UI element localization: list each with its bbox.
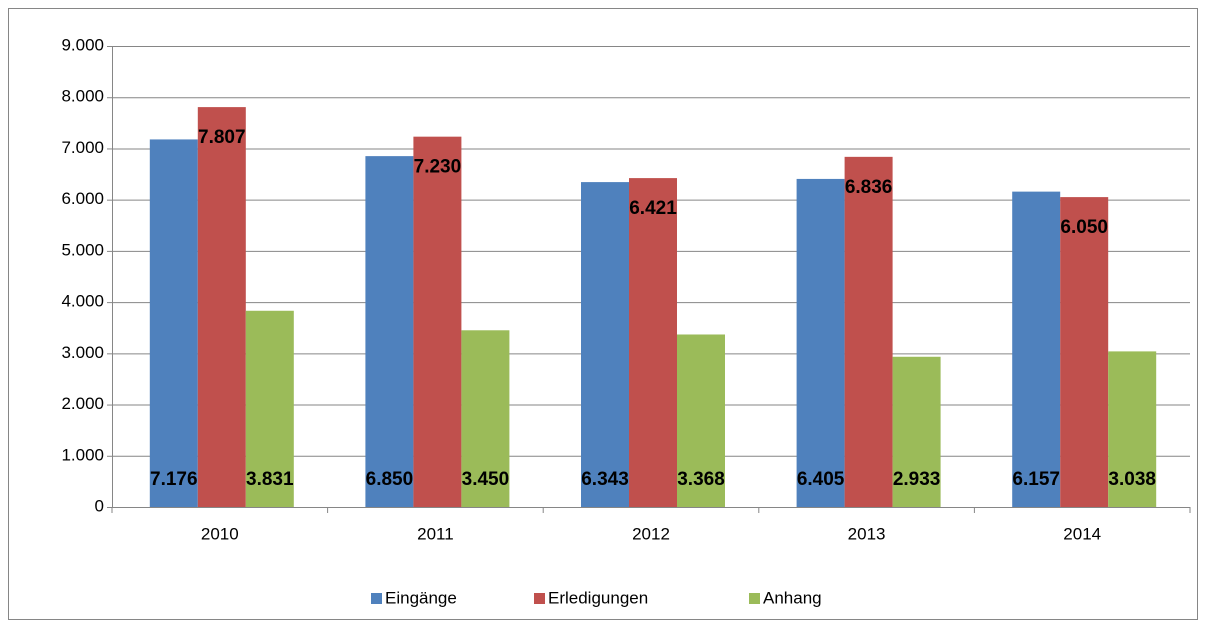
bar	[1108, 351, 1157, 507]
legend-label: Eingänge	[385, 588, 457, 607]
data-label: 7.176	[150, 469, 198, 490]
x-tick-label: 2010	[201, 524, 239, 543]
data-label: 6.405	[797, 469, 845, 490]
bar	[581, 182, 629, 507]
bar	[892, 356, 941, 507]
bar	[413, 136, 462, 507]
bar	[245, 310, 294, 507]
legend-swatch	[371, 593, 382, 604]
y-tick-label: 2.000	[61, 394, 104, 413]
x-tick-label: 2012	[632, 524, 670, 543]
bar	[629, 178, 677, 507]
x-tick-label: 2014	[1063, 524, 1101, 543]
data-label: 6.157	[1012, 469, 1060, 490]
bar	[844, 156, 893, 507]
bar	[197, 107, 246, 508]
data-label: 3.368	[677, 469, 725, 490]
data-label: 3.038	[1108, 469, 1156, 490]
y-tick-label: 7.000	[61, 138, 104, 157]
x-tick-label: 2011	[417, 524, 454, 543]
bar	[1012, 191, 1061, 508]
bar	[461, 330, 510, 507]
bar	[1060, 197, 1109, 507]
legend-swatch	[749, 593, 760, 604]
data-label: 6.850	[366, 469, 414, 490]
y-tick-label: 4.000	[61, 292, 104, 311]
y-tick-label: 9.000	[61, 35, 104, 54]
x-tick-label: 2013	[848, 524, 886, 543]
bar	[796, 178, 845, 507]
data-label: 7.230	[414, 157, 462, 178]
legend-label: Erledigungen	[548, 588, 648, 607]
data-label: 7.807	[198, 127, 246, 148]
y-tick-label: 0	[95, 496, 104, 515]
y-tick-label: 3.000	[61, 343, 104, 362]
bar	[677, 334, 725, 507]
y-tick-label: 6.000	[61, 189, 104, 208]
data-label: 6.050	[1060, 217, 1108, 238]
data-label: 2.933	[893, 469, 941, 490]
y-tick-label: 8.000	[61, 87, 104, 106]
bar	[365, 156, 414, 507]
legend-label: Anhang	[763, 588, 822, 607]
data-label: 3.450	[462, 469, 510, 490]
y-tick-label: 5.000	[61, 240, 104, 259]
bar	[149, 139, 198, 508]
data-label: 6.343	[581, 469, 629, 490]
y-tick-label: 1.000	[61, 445, 104, 464]
data-label: 6.421	[629, 198, 677, 219]
data-label: 3.831	[246, 469, 294, 490]
data-label: 6.836	[845, 177, 893, 198]
legend-swatch	[534, 593, 545, 604]
